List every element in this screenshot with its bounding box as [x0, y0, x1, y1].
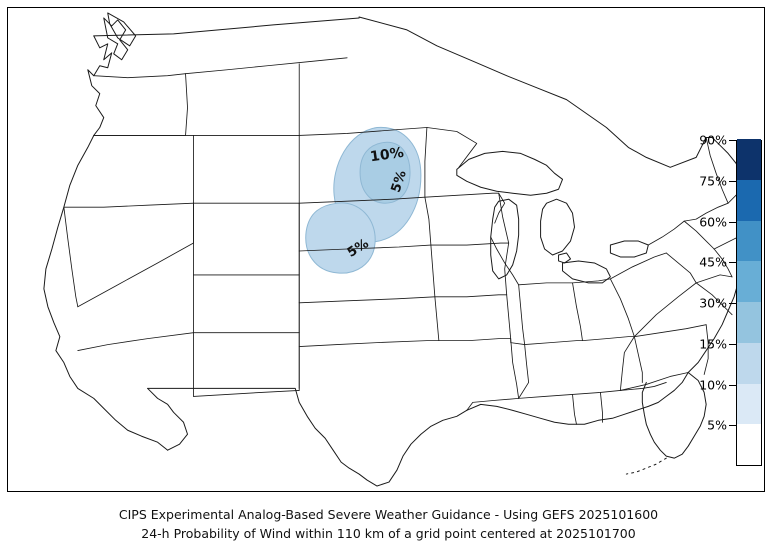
coast-pacific-nw [87, 35, 113, 136]
colorbar-ticklabel-10: 10% [699, 377, 727, 392]
colorbar-ticklabel-30: 30% [699, 295, 727, 311]
colorbar-swatch-0 [737, 424, 761, 465]
colorbar-swatch-2 [737, 342, 761, 384]
colorbar-swatch-1 [737, 383, 761, 425]
lake-ontario [609, 240, 649, 258]
colorbar-tick-15 [729, 343, 736, 345]
caption-line-2: 24-h Probability of Wind within 110 km o… [141, 526, 636, 541]
colorbar-ticklabel-90: 90% [699, 132, 727, 148]
border-canada [93, 16, 707, 168]
lake-stclair [558, 252, 572, 264]
colorbar-tick-5 [729, 425, 736, 427]
colorbar-gradient [736, 139, 762, 466]
colorbar-swatch-5 [737, 220, 761, 262]
map-panel: 10% 5% 5% [7, 7, 765, 492]
colorbar-tick-30 [729, 303, 736, 304]
probability-contours [305, 127, 422, 274]
border-mexico [147, 387, 468, 487]
coast-gulf [466, 371, 689, 425]
colorbar-ticklabel-75: 75% [699, 173, 727, 189]
colorbar-ticklabel-5: 5% [707, 417, 727, 433]
lake-michigan [490, 198, 520, 280]
border-mexico-west [147, 387, 189, 451]
colorbar-tick-75 [729, 180, 736, 182]
contour-region-5pct-south [305, 202, 376, 274]
coast-vancouver [107, 12, 137, 47]
colorbar-tick-60 [729, 221, 736, 223]
colorbar-swatch-7 [737, 139, 761, 180]
map-outlines [43, 12, 753, 487]
lake-erie [562, 260, 611, 284]
contour-region-10pct [359, 141, 411, 204]
colorbar-swatch-4 [737, 261, 761, 302]
colorbar-ticklabel-60: 60% [699, 214, 727, 229]
state-borders [63, 57, 749, 425]
coast-puget [103, 17, 129, 61]
caption-line-1: CIPS Experimental Analog-Based Severe We… [118, 507, 659, 522]
coast-florida-keys [625, 457, 667, 475]
coast-west [43, 134, 169, 451]
lake-superior [456, 150, 564, 196]
colorbar-swatch-3 [737, 302, 761, 343]
lake-huron [540, 198, 575, 256]
figure-caption: CIPS Experimental Analog-Based Severe We… [0, 505, 777, 543]
colorbar-ticklabel-45: 45% [699, 254, 727, 270]
colorbar-ticklabel-15: 15% [699, 336, 727, 352]
colorbar-tick-90 [729, 140, 736, 141]
map-svg [43, 12, 753, 487]
colorbar-swatch-6 [737, 179, 761, 221]
probability-colorbar: 5% 10% 15% 30% 45% 60% 75% 90% [699, 133, 762, 466]
colorbar-tick-45 [729, 262, 736, 264]
colorbar-tick-10 [729, 384, 736, 386]
coast-florida [641, 371, 707, 459]
